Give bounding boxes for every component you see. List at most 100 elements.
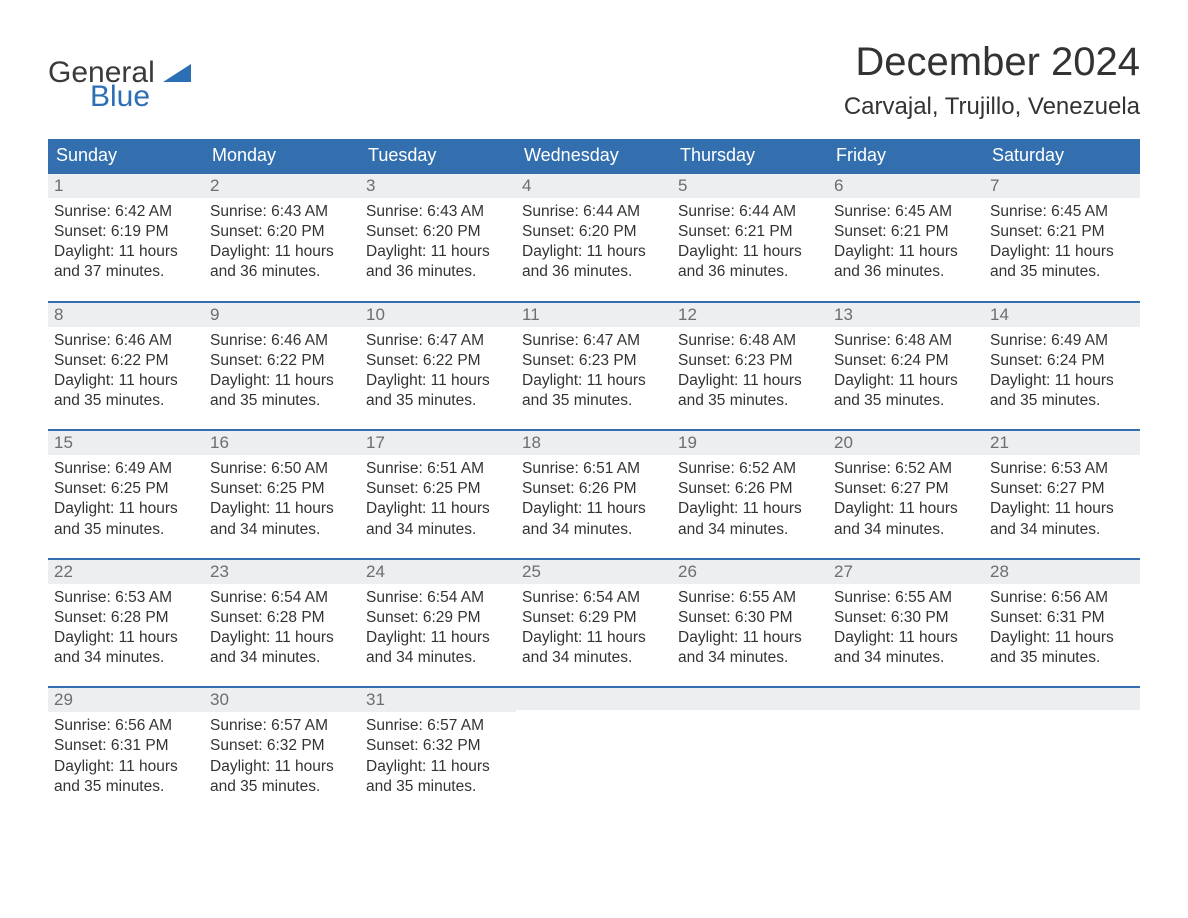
- day-cell: 21 Sunrise: 6:53 AMSunset: 6:27 PMDayligh…: [984, 429, 1140, 544]
- sunrise-line: Sunrise: 6:57 AM: [366, 716, 510, 736]
- day-cell: [516, 686, 672, 801]
- day-cell: 1Sunrise: 6:42 AMSunset: 6:19 PMDaylight…: [48, 172, 204, 287]
- daylight-line: Daylight: 11 hours and 35 minutes.: [210, 371, 354, 411]
- day-number-bar: 14: [984, 301, 1140, 327]
- daylight-line: Daylight: 11 hours and 35 minutes.: [834, 371, 978, 411]
- daylight-line: Daylight: 11 hours and 35 minutes.: [54, 499, 198, 539]
- day-number-bar: 13: [828, 301, 984, 327]
- day-cell: 4Sunrise: 6:44 AMSunset: 6:20 PMDaylight…: [516, 172, 672, 287]
- day-cell: 10Sunrise: 6:47 AMSunset: 6:22 PMDayligh…: [360, 301, 516, 416]
- day-number: 6: [834, 176, 843, 195]
- day-number: 9: [210, 305, 219, 324]
- daylight-line: Daylight: 11 hours and 37 minutes.: [54, 242, 198, 282]
- sunrise-line: Sunrise: 6:51 AM: [366, 459, 510, 479]
- day-number-bar: 1: [48, 172, 204, 198]
- sunrise-line: Sunrise: 6:48 AM: [834, 331, 978, 351]
- day-number: 21: [990, 433, 1009, 452]
- weeks-container: 1Sunrise: 6:42 AMSunset: 6:19 PMDaylight…: [48, 172, 1140, 801]
- sunrise-line: Sunrise: 6:53 AM: [990, 459, 1134, 479]
- sunset-line: Sunset: 6:22 PM: [54, 351, 198, 371]
- day-cell: 3Sunrise: 6:43 AMSunset: 6:20 PMDaylight…: [360, 172, 516, 287]
- day-number-bar: 24: [360, 558, 516, 584]
- day-number: 30: [210, 690, 229, 709]
- day-cell: 5Sunrise: 6:44 AMSunset: 6:21 PMDaylight…: [672, 172, 828, 287]
- sunrise-line: Sunrise: 6:47 AM: [366, 331, 510, 351]
- sunset-line: Sunset: 6:25 PM: [54, 479, 198, 499]
- day-cell: 11 Sunrise: 6:47 AMSunset: 6:23 PMDayligh…: [516, 301, 672, 416]
- day-number-bar: 20: [828, 429, 984, 455]
- sunset-line: Sunset: 6:29 PM: [366, 608, 510, 628]
- sunset-line: Sunset: 6:32 PM: [366, 736, 510, 756]
- sunset-line: Sunset: 6:26 PM: [678, 479, 822, 499]
- day-cell: 13 Sunrise: 6:48 AMSunset: 6:24 PMDayligh…: [828, 301, 984, 416]
- day-body: Sunrise: 6:53 AMSunset: 6:27 PMDaylight:…: [984, 455, 1140, 544]
- day-number-bar: 31: [360, 686, 516, 712]
- day-number-bar: 3: [360, 172, 516, 198]
- sunset-line: Sunset: 6:28 PM: [54, 608, 198, 628]
- day-body: Sunrise: 6:45 AMSunset: 6:21 PMDaylight:…: [828, 198, 984, 287]
- daylight-line: Daylight: 11 hours and 34 minutes.: [834, 499, 978, 539]
- day-body: Sunrise: 6:54 AMSunset: 6:28 PMDaylight:…: [204, 584, 360, 673]
- daylight-line: Daylight: 11 hours and 35 minutes.: [54, 757, 198, 797]
- day-number: 4: [522, 176, 531, 195]
- day-body: Sunrise: 6:56 AMSunset: 6:31 PMDaylight:…: [984, 584, 1140, 673]
- daylight-line: Daylight: 11 hours and 35 minutes.: [990, 628, 1134, 668]
- sunset-line: Sunset: 6:21 PM: [990, 222, 1134, 242]
- daylight-line: Daylight: 11 hours and 36 minutes.: [522, 242, 666, 282]
- day-cell: 17Sunrise: 6:51 AMSunset: 6:25 PMDayligh…: [360, 429, 516, 544]
- day-cell: 19Sunrise: 6:52 AMSunset: 6:26 PMDayligh…: [672, 429, 828, 544]
- daylight-line: Daylight: 11 hours and 35 minutes.: [54, 371, 198, 411]
- day-body: Sunrise: 6:49 AMSunset: 6:24 PMDaylight:…: [984, 327, 1140, 416]
- sunset-line: Sunset: 6:30 PM: [678, 608, 822, 628]
- sunset-line: Sunset: 6:27 PM: [990, 479, 1134, 499]
- sunrise-line: Sunrise: 6:57 AM: [210, 716, 354, 736]
- sunrise-line: Sunrise: 6:46 AM: [54, 331, 198, 351]
- day-number: 23: [210, 562, 229, 581]
- sunset-line: Sunset: 6:31 PM: [54, 736, 198, 756]
- day-cell: 28 Sunrise: 6:56 AMSunset: 6:31 PMDayligh…: [984, 558, 1140, 673]
- day-number-bar: 18: [516, 429, 672, 455]
- daylight-line: Daylight: 11 hours and 35 minutes.: [366, 371, 510, 411]
- day-number: 14: [990, 305, 1009, 324]
- day-cell: 15Sunrise: 6:49 AMSunset: 6:25 PMDayligh…: [48, 429, 204, 544]
- day-body: Sunrise: 6:51 AMSunset: 6:25 PMDaylight:…: [360, 455, 516, 544]
- day-body: Sunrise: 6:47 AMSunset: 6:23 PMDaylight:…: [516, 327, 672, 416]
- sunset-line: Sunset: 6:28 PM: [210, 608, 354, 628]
- daylight-line: Daylight: 11 hours and 34 minutes.: [366, 628, 510, 668]
- sunrise-line: Sunrise: 6:50 AM: [210, 459, 354, 479]
- day-number-bar: 5: [672, 172, 828, 198]
- day-cell: 8 Sunrise: 6:46 AMSunset: 6:22 PMDaylight…: [48, 301, 204, 416]
- day-number: 11: [522, 305, 540, 324]
- day-cell: 29 Sunrise: 6:56 AMSunset: 6:31 PMDayligh…: [48, 686, 204, 801]
- sunset-line: Sunset: 6:25 PM: [210, 479, 354, 499]
- day-number-bar: 10: [360, 301, 516, 327]
- empty-day-bar: [984, 686, 1140, 710]
- daylight-line: Daylight: 11 hours and 36 minutes.: [210, 242, 354, 282]
- day-number: 7: [990, 176, 999, 195]
- day-cell: 14 Sunrise: 6:49 AMSunset: 6:24 PMDayligh…: [984, 301, 1140, 416]
- day-number-bar: 19: [672, 429, 828, 455]
- day-body: Sunrise: 6:43 AMSunset: 6:20 PMDaylight:…: [204, 198, 360, 287]
- day-number: 15: [54, 433, 73, 452]
- day-number: 24: [366, 562, 385, 581]
- day-body: Sunrise: 6:46 AMSunset: 6:22 PMDaylight:…: [204, 327, 360, 416]
- week-row: 29 Sunrise: 6:56 AMSunset: 6:31 PMDayligh…: [48, 686, 1140, 801]
- sunset-line: Sunset: 6:22 PM: [210, 351, 354, 371]
- day-body: Sunrise: 6:55 AMSunset: 6:30 PMDaylight:…: [672, 584, 828, 673]
- daylight-line: Daylight: 11 hours and 36 minutes.: [678, 242, 822, 282]
- day-number-bar: 17: [360, 429, 516, 455]
- day-number-bar: 21: [984, 429, 1140, 455]
- day-number-bar: 16: [204, 429, 360, 455]
- sunrise-line: Sunrise: 6:56 AM: [990, 588, 1134, 608]
- sunrise-line: Sunrise: 6:56 AM: [54, 716, 198, 736]
- day-number: 29: [54, 690, 73, 709]
- day-number: 28: [990, 562, 1009, 581]
- day-number: 8: [54, 305, 63, 324]
- day-cell: 31Sunrise: 6:57 AMSunset: 6:32 PMDayligh…: [360, 686, 516, 801]
- page-header: General Blue December 2024 Carvajal, Tru…: [48, 40, 1140, 121]
- sunset-line: Sunset: 6:24 PM: [834, 351, 978, 371]
- day-of-week-header: Sunday: [48, 139, 204, 172]
- day-number: 5: [678, 176, 687, 195]
- day-body: Sunrise: 6:53 AMSunset: 6:28 PMDaylight:…: [48, 584, 204, 673]
- day-number-bar: 26: [672, 558, 828, 584]
